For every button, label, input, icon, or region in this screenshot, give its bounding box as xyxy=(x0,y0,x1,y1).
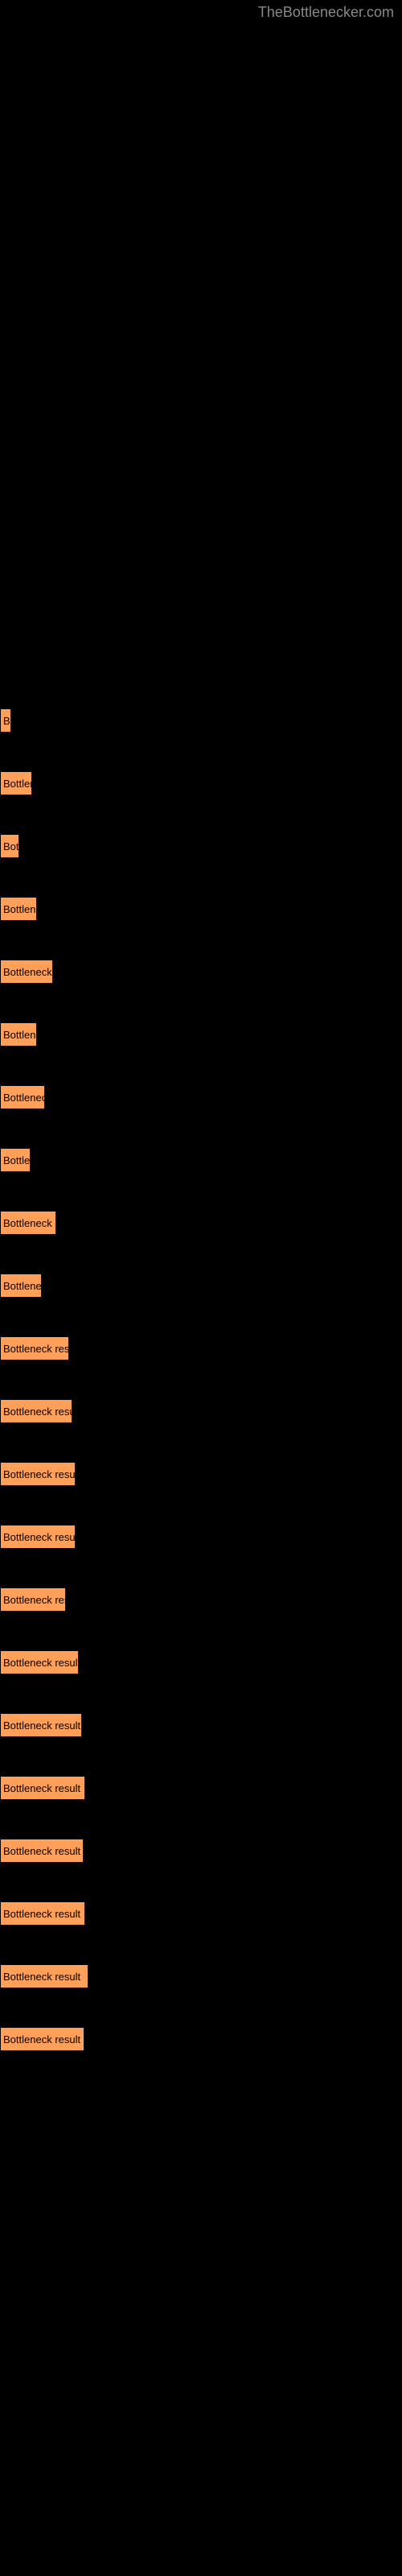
bar-row: Bottleneck result xyxy=(0,1839,402,1863)
bar-row: Bottleneck result xyxy=(0,1399,402,1423)
bar-label: Bottleneck result xyxy=(3,1657,78,1669)
bar-row: B xyxy=(0,708,402,733)
bar-label: Bottleneck result xyxy=(3,1406,72,1418)
chart-bar: Bottleneck result xyxy=(0,1776,85,1800)
chart-bar: Bottleneck result xyxy=(0,1650,79,1674)
chart-bar: Bottleneck re xyxy=(0,1211,56,1235)
bar-label: Bottleneck result xyxy=(3,1531,75,1543)
chart-bar: Bottleneck result xyxy=(0,1462,76,1486)
chart-bar: Bottleneck result xyxy=(0,1713,82,1737)
bar-row: Bottleneck xyxy=(0,1085,402,1109)
chart-bar: Bottleneck result xyxy=(0,1839,84,1863)
bar-row: Bottleneck result xyxy=(0,1901,402,1926)
bar-row: Bottle xyxy=(0,1148,402,1172)
bar-label: Bottleneck result xyxy=(3,1782,80,1794)
chart-bar: Bottleneck resu xyxy=(0,1587,66,1612)
bar-label: Bottleneck result xyxy=(3,1845,80,1857)
chart-bar: Bottleneck r xyxy=(0,960,53,984)
bar-row: Bottleneck result xyxy=(0,1462,402,1486)
bar-row: Bottleneck result xyxy=(0,1776,402,1800)
bar-row: Bot xyxy=(0,834,402,858)
bar-row: Bottlene xyxy=(0,897,402,921)
bar-row: Bottlene xyxy=(0,1022,402,1046)
bar-label: Bottleneck result xyxy=(3,1908,80,1920)
chart-bar: Bottleneck result xyxy=(0,1399,72,1423)
chart-bar: Bottleneck result xyxy=(0,1525,76,1549)
bar-row: Bottlen xyxy=(0,771,402,795)
bar-row: Bottleneck result xyxy=(0,1650,402,1674)
chart-bar: Bottle xyxy=(0,1148,31,1172)
bar-label: Bottleneck resul xyxy=(3,1343,68,1355)
bar-label: Bottleneck resu xyxy=(3,1594,65,1606)
chart-bar: Bottleneck xyxy=(0,1085,45,1109)
chart-bar: Bottlene xyxy=(0,897,37,921)
bar-row: Bottleneck re xyxy=(0,1211,402,1235)
bar-row: Bottleneck r xyxy=(0,960,402,984)
bar-row: Bottleneck result xyxy=(0,1525,402,1549)
bar-row: Bottleneck result xyxy=(0,1964,402,1988)
bar-row: Bottleneck resu xyxy=(0,1587,402,1612)
bar-label: Bottlen xyxy=(3,778,31,790)
chart-bar: B xyxy=(0,708,11,733)
bar-label: Bottleneck re xyxy=(3,1217,55,1229)
bar-label: Bottleneck result xyxy=(3,1719,80,1732)
bar-row: Bottlenec xyxy=(0,1274,402,1298)
bar-label: Bottlene xyxy=(3,1029,36,1041)
chart-bar: Bottlenec xyxy=(0,1274,42,1298)
bar-label: Bottleneck r xyxy=(3,966,52,978)
bar-label: Bottlenec xyxy=(3,1280,41,1292)
bar-label: Bottlene xyxy=(3,903,36,915)
chart-bar: Bottleneck result xyxy=(0,2027,84,2051)
bar-label: Bottleneck result xyxy=(3,2033,80,2046)
bar-label: B xyxy=(3,715,10,727)
chart-bar: Bot xyxy=(0,834,19,858)
chart-bar: Bottleneck resul xyxy=(0,1336,69,1360)
chart-bar: Bottlen xyxy=(0,771,32,795)
bar-label: Bottleneck xyxy=(3,1092,44,1104)
bar-row: Bottleneck resul xyxy=(0,1336,402,1360)
chart-bar: Bottleneck result xyxy=(0,1901,85,1926)
chart-bar: Bottleneck result xyxy=(0,1964,88,1988)
bar-label: Bottleneck result xyxy=(3,1971,80,1983)
chart-bar: Bottlene xyxy=(0,1022,37,1046)
bar-label: Bottle xyxy=(3,1154,30,1166)
watermark-text: TheBottlenecker.com xyxy=(258,4,394,21)
bar-label: Bot xyxy=(3,840,18,852)
bar-chart: B Bottlen Bot Bottlene Bottleneck r Bottlene B… xyxy=(0,0,402,2051)
bar-row: Bottleneck result xyxy=(0,2027,402,2051)
bar-label: Bottleneck result xyxy=(3,1468,75,1480)
bar-row: Bottleneck result xyxy=(0,1713,402,1737)
